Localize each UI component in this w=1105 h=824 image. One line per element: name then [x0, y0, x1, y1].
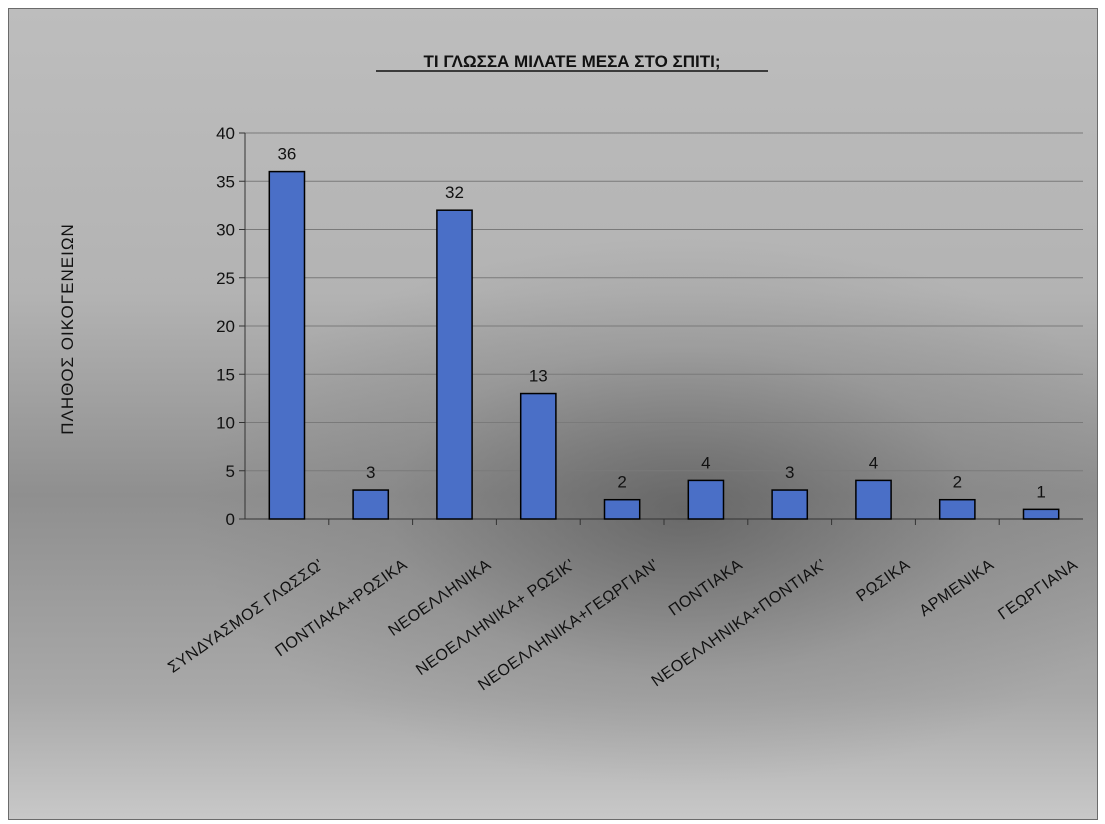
data-label: 4	[869, 453, 878, 472]
data-label: 3	[785, 463, 794, 482]
y-tick-label: 25	[216, 269, 235, 288]
x-category-label: ΑΡΜΕΝΙΚΑ	[917, 556, 998, 620]
data-label: 36	[277, 145, 296, 164]
y-tick-label: 5	[226, 462, 235, 481]
y-tick-label: 40	[216, 124, 235, 143]
data-label: 3	[366, 463, 375, 482]
x-category-label: ΝΕΟΕΛΛΗΝΙΚΑ+ΠΟΝΤΙΑΚ'	[649, 556, 830, 690]
x-category-label: ΡΩΣΙΚΑ	[854, 556, 914, 605]
y-tick-label: 35	[216, 172, 235, 191]
plot-area: 0 5 10 15 20 25 30 35 40 36 ΣΥΝΔΥΑΣΜΟΣ ΓΛΩΣΣΩ' 3 ΠΟΝ…	[165, 124, 1083, 694]
y-tick-label: 20	[216, 317, 235, 336]
bar	[938, 498, 976, 520]
chart-title: ΤΙ ΓΛΩΣΣΑ ΜΙΛΑΤΕ ΜΕΣΑ ΣΤΟ ΣΠΙΤΙ;	[423, 52, 720, 71]
bar	[1022, 508, 1060, 520]
y-tick-label: 10	[216, 414, 235, 433]
data-label: 2	[617, 473, 626, 492]
x-category-label: ΠΟΝΤΙΑΚΑ+ΡΩΣΙΚΑ	[272, 556, 410, 660]
data-label: 4	[701, 453, 710, 472]
y-tick-label: 30	[216, 221, 235, 240]
data-label: 1	[1036, 482, 1045, 501]
bar-chart: ΤΙ ΓΛΩΣΣΑ ΜΙΛΑΤΕ ΜΕΣΑ ΣΤΟ ΣΠΙΤΙ; ΠΛΗΘΟΣ …	[58, 52, 1083, 694]
x-category-label: ΣΥΝΔΥΑΣΜΟΣ ΓΛΩΣΣΩ'	[165, 556, 327, 676]
x-category-label: ΝΕΟΕΛΛΗΝΙΚΑ+ΓΕΩΡΓΙΑΝ'	[475, 556, 662, 694]
y-tick-label: 0	[226, 510, 235, 529]
y-tick-label: 15	[216, 365, 235, 384]
bar	[519, 392, 557, 520]
bar	[352, 489, 390, 520]
bar	[603, 498, 641, 520]
data-label: 32	[445, 183, 464, 202]
bar	[268, 170, 306, 520]
data-label: 2	[953, 473, 962, 492]
bar	[436, 209, 473, 520]
y-axis-title: ΠΛΗΘΟΣ ΟΙΚΟΓΕΝΕΙΩΝ	[58, 223, 77, 435]
chart-frame: ΤΙ ΓΛΩΣΣΑ ΜΙΛΑΤΕ ΜΕΣΑ ΣΤΟ ΣΠΙΤΙ; ΠΛΗΘΟΣ …	[8, 8, 1098, 820]
x-category-label: ΝΕΟΕΛΛΗΝΙΚΑ+ ΡΩΣΙΚ'	[413, 556, 578, 679]
data-label: 13	[529, 367, 548, 386]
bar	[855, 479, 892, 520]
x-category-label: ΠΟΝΤΙΑΚΑ	[666, 556, 746, 619]
x-category-label: ΓΕΩΡΓΙΑΝΑ	[995, 556, 1081, 623]
bar	[687, 479, 725, 520]
bar	[771, 489, 809, 520]
